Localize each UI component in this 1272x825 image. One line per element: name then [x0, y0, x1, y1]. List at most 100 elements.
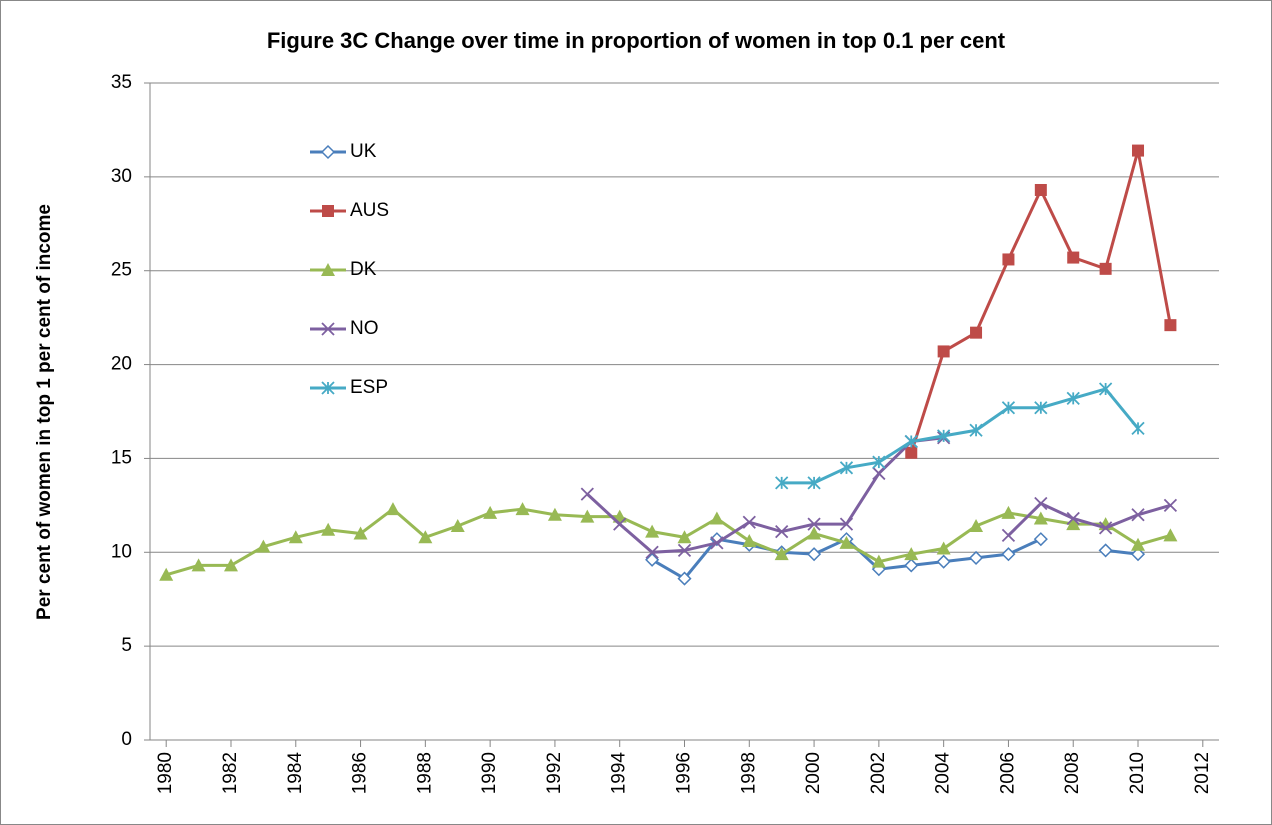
point [288, 530, 303, 544]
point [677, 571, 692, 586]
x-tick-label: 2000 [803, 752, 824, 794]
point [159, 567, 174, 581]
y-tick-label: 5 [121, 635, 132, 656]
point [1164, 319, 1177, 332]
x-tick-label: 1988 [414, 752, 435, 794]
point [191, 558, 206, 572]
point [1034, 496, 1048, 511]
point [645, 552, 660, 567]
point [677, 543, 692, 558]
x-tick-label: 2010 [1127, 752, 1148, 794]
point [418, 530, 433, 544]
legend-marker [321, 263, 335, 276]
point [872, 455, 886, 469]
point [1001, 505, 1016, 519]
point [547, 507, 562, 521]
point [807, 526, 822, 540]
point [904, 434, 918, 449]
point [1034, 401, 1048, 415]
point [839, 461, 854, 475]
point [1034, 183, 1047, 196]
point [1066, 391, 1080, 405]
point [1066, 511, 1080, 526]
point [353, 526, 368, 540]
x-tick-label: 1980 [155, 752, 176, 794]
y-tick-label: 30 [111, 166, 132, 187]
x-tick-label: 1986 [350, 752, 371, 794]
legend-label: DK [350, 259, 377, 280]
legend-marker [321, 322, 335, 336]
point [580, 509, 595, 523]
point [223, 558, 238, 572]
point [1098, 521, 1113, 535]
point [904, 547, 919, 561]
point [970, 326, 983, 339]
point [645, 524, 660, 538]
point [968, 550, 984, 565]
x-tick-label: 1994 [609, 752, 630, 795]
point [1130, 547, 1146, 562]
point [645, 545, 659, 559]
legend-marker [322, 205, 334, 217]
point [1033, 532, 1048, 547]
point [1131, 421, 1145, 436]
point [937, 429, 951, 443]
y-tick-label: 35 [111, 72, 132, 93]
point [1001, 547, 1016, 562]
point [871, 554, 886, 568]
point [1002, 253, 1015, 266]
x-tick-label: 2012 [1192, 752, 1213, 794]
y-tick-label: 0 [121, 729, 132, 750]
point [774, 547, 789, 561]
point [1131, 508, 1145, 522]
x-tick-label: 1998 [738, 752, 759, 794]
point [905, 446, 918, 459]
x-tick-label: 1982 [220, 752, 241, 794]
x-tick-label: 1992 [544, 752, 565, 794]
point [321, 522, 336, 536]
x-tick-label: 2004 [933, 752, 954, 795]
point [872, 466, 886, 481]
x-tick-label: 1984 [285, 752, 306, 795]
point [969, 519, 984, 533]
legend-label: ESP [350, 377, 388, 398]
chart-title: Figure 3C Change over time in proportion… [267, 28, 1006, 53]
y-tick-label: 20 [111, 354, 132, 375]
point [709, 532, 724, 547]
y-tick-label: 15 [111, 447, 132, 468]
point [710, 536, 724, 550]
point [256, 539, 271, 553]
point [450, 519, 465, 533]
point [1098, 543, 1113, 558]
point [515, 502, 530, 516]
point [775, 525, 789, 539]
point [1001, 528, 1016, 543]
y-tick-label: 10 [111, 541, 132, 562]
point [709, 511, 724, 525]
point [1131, 537, 1146, 551]
point [936, 554, 951, 569]
point [1163, 498, 1178, 512]
point [839, 535, 854, 549]
point [677, 530, 692, 544]
y-tick-label: 25 [111, 260, 132, 281]
legend-label: NO [350, 318, 379, 339]
point [1001, 401, 1016, 415]
legend-marker [321, 381, 335, 395]
point [742, 534, 757, 548]
point [969, 423, 983, 437]
x-tick-label: 1990 [479, 752, 500, 794]
point [1098, 382, 1113, 396]
point [936, 541, 951, 555]
point [1067, 251, 1080, 264]
point [937, 345, 950, 358]
series-line [781, 387, 1140, 485]
point [807, 476, 821, 490]
x-tick-label: 2008 [1062, 752, 1083, 794]
x-tick-label: 2006 [997, 752, 1018, 794]
point [1033, 511, 1048, 525]
series-line [165, 507, 1171, 577]
point [1066, 517, 1081, 531]
